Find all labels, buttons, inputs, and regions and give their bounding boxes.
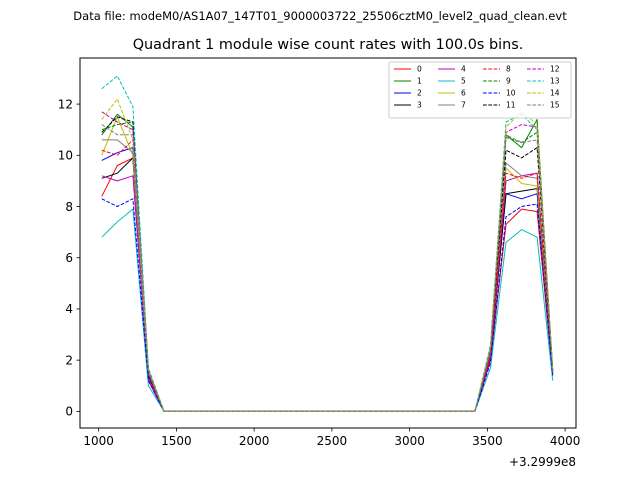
- legend-label-4: 4: [461, 65, 466, 74]
- y-tick-label: 4: [65, 302, 73, 316]
- axes-frame: [79, 57, 577, 429]
- x-tick-label: 3500: [472, 434, 503, 448]
- series-line-10: [101, 198, 554, 412]
- x-tick-label: 3000: [394, 434, 425, 448]
- legend-label-9: 9: [506, 77, 511, 86]
- series-line-14: [101, 98, 554, 412]
- y-tick-label: 2: [65, 353, 73, 367]
- series-line-12: [101, 111, 554, 412]
- x-tick-label: 2000: [239, 434, 270, 448]
- legend-label-14: 14: [550, 89, 560, 98]
- x-tick-label: 1500: [161, 434, 192, 448]
- legend-label-0: 0: [417, 65, 422, 74]
- y-tick-label: 12: [58, 97, 73, 111]
- legend-label-12: 12: [550, 65, 560, 74]
- legend-label-10: 10: [506, 89, 516, 98]
- legend-label-8: 8: [506, 65, 511, 74]
- legend-label-2: 2: [417, 89, 422, 98]
- x-tick-label: 1000: [83, 434, 114, 448]
- legend-label-1: 1: [417, 77, 422, 86]
- legend-label-11: 11: [506, 101, 516, 110]
- series-line-15: [101, 124, 554, 412]
- legend-label-7: 7: [461, 101, 466, 110]
- y-tick-label: 8: [65, 200, 73, 214]
- x-offset-label: +3.2999e8: [509, 455, 576, 469]
- chart-title: Quadrant 1 module wise count rates with …: [133, 37, 524, 53]
- legend-label-13: 13: [550, 77, 560, 86]
- series-layer: [101, 75, 554, 412]
- y-tick-label: 0: [65, 405, 73, 419]
- suptitle: Data file: modeM0/AS1A07_147T01_90000037…: [73, 9, 567, 23]
- x-axis-ticks: 1000 1500 2000 2500 3000 3500 4000: [83, 428, 580, 448]
- legend-label-3: 3: [417, 101, 422, 110]
- y-axis-ticks: 0 2 4 6 8 10 12: [58, 97, 80, 419]
- series-line-4: [101, 172, 554, 412]
- x-tick-label: 4000: [550, 434, 581, 448]
- legend-label-5: 5: [461, 77, 466, 86]
- legend-label-6: 6: [461, 89, 466, 98]
- series-line-13: [101, 75, 554, 412]
- legend-label-15: 15: [550, 101, 560, 110]
- y-tick-label: 10: [58, 149, 73, 163]
- x-tick-label: 2500: [317, 434, 348, 448]
- legend-box: [388, 61, 572, 119]
- y-tick-label: 6: [65, 251, 73, 265]
